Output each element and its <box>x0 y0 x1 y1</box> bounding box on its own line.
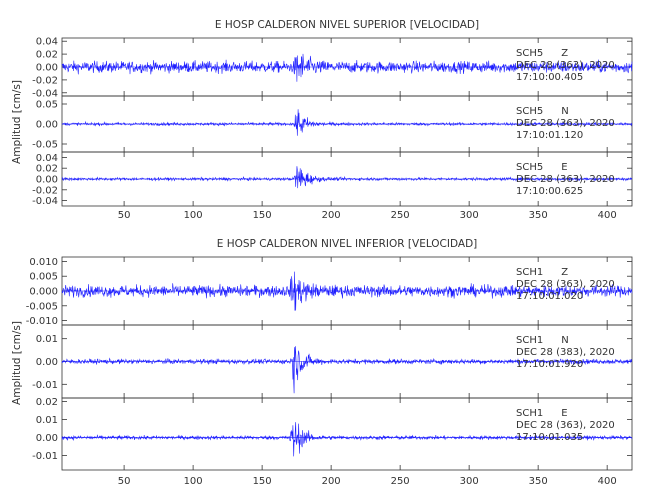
station-label: SCH1 Z <box>516 267 568 278</box>
x-tick-label: 100 <box>184 210 203 221</box>
y-tick-label: 0.00 <box>36 433 58 444</box>
y-tick-label: -0.01 <box>32 380 58 391</box>
x-tick-label: 150 <box>253 210 272 221</box>
y-axis-label: Amplitud [cm/s] <box>11 80 23 164</box>
x-tick-label: 50 <box>118 210 131 221</box>
date-label: DEC 28 (363), 2020 <box>516 118 615 129</box>
y-tick-label: 0.04 <box>36 37 58 48</box>
time-label: 17:10:01.035 <box>516 432 583 443</box>
panel-frame <box>61 397 633 471</box>
waveform-trace-e <box>61 422 633 457</box>
date-label: DEC 28 (383), 2020 <box>516 347 615 358</box>
y-tick-label: 0.005 <box>29 272 58 283</box>
time-label: 17:10:00.405 <box>516 72 583 83</box>
y-tick-label: 0.02 <box>36 397 58 408</box>
y-tick-label: 0.00 <box>36 175 58 186</box>
y-tick-label: 0.01 <box>36 415 58 426</box>
x-tick-label: 400 <box>598 476 617 487</box>
y-tick-label: 0.04 <box>36 153 58 164</box>
date-label: DEC 28 (363), 2020 <box>516 60 615 71</box>
y-tick-label: -0.010 <box>26 316 58 327</box>
y-tick-label: 0.02 <box>36 164 58 175</box>
y-tick-label: -0.01 <box>32 451 58 462</box>
chart-title: E HOSP CALDERON NIVEL SUPERIOR [VELOCIDA… <box>215 19 479 31</box>
x-tick-label: 250 <box>391 476 410 487</box>
time-label: 17:10:01.020 <box>516 291 583 302</box>
y-tick-label: 0.010 <box>29 257 58 268</box>
y-axis-label: Amplitud [cm/s] <box>11 321 23 405</box>
y-tick-label: 0.02 <box>36 50 58 61</box>
y-tick-label: 0.00 <box>36 120 58 131</box>
y-tick-label: -0.005 <box>26 301 58 312</box>
time-label: 17:10:00.625 <box>516 186 583 197</box>
date-label: DEC 28 (363), 2020 <box>516 174 615 185</box>
x-tick-label: 250 <box>391 210 410 221</box>
y-tick-label: 0.00 <box>36 357 58 368</box>
x-tick-label: 350 <box>529 476 548 487</box>
y-tick-label: -0.04 <box>32 196 58 207</box>
x-tick-label: 350 <box>529 210 548 221</box>
y-tick-label: 0.00 <box>36 63 58 74</box>
x-tick-label: 400 <box>598 210 617 221</box>
station-label: SCH1 E <box>516 408 568 419</box>
x-tick-label: 200 <box>322 210 341 221</box>
station-label: SCH5 N <box>516 106 569 117</box>
station-label: SCH1 N <box>516 335 569 346</box>
y-tick-label: -0.04 <box>32 88 58 99</box>
y-tick-label: 0.01 <box>36 334 58 345</box>
y-tick-label: -0.02 <box>32 75 58 86</box>
y-tick-label: -0.02 <box>32 185 58 196</box>
x-tick-label: 300 <box>460 476 479 487</box>
x-tick-label: 100 <box>184 476 203 487</box>
date-label: DEC 28 (363), 2020 <box>516 420 615 431</box>
waveform-trace-z <box>61 271 633 311</box>
time-label: 17:10:01.120 <box>516 130 583 141</box>
station-label: SCH5 E <box>516 162 568 173</box>
chart-group-2: E HOSP CALDERON NIVEL INFERIOR [VELOCIDA… <box>11 238 633 487</box>
x-tick-label: 200 <box>322 476 341 487</box>
y-tick-label: -0.05 <box>32 140 58 151</box>
chart-title: E HOSP CALDERON NIVEL INFERIOR [VELOCIDA… <box>217 238 478 250</box>
y-tick-label: 0.000 <box>29 287 58 298</box>
chart-group-1: E HOSP CALDERON NIVEL SUPERIOR [VELOCIDA… <box>11 19 633 221</box>
station-label: SCH5 Z <box>516 48 568 59</box>
x-tick-label: 150 <box>253 476 272 487</box>
x-tick-label: 300 <box>460 210 479 221</box>
x-tick-label: 50 <box>118 476 131 487</box>
waveform-trace-z <box>61 53 633 82</box>
date-label: DEC 28 (363), 2020 <box>516 279 615 290</box>
time-label: 17:10:01.920 <box>516 359 583 370</box>
y-tick-label: 0.05 <box>36 100 58 111</box>
